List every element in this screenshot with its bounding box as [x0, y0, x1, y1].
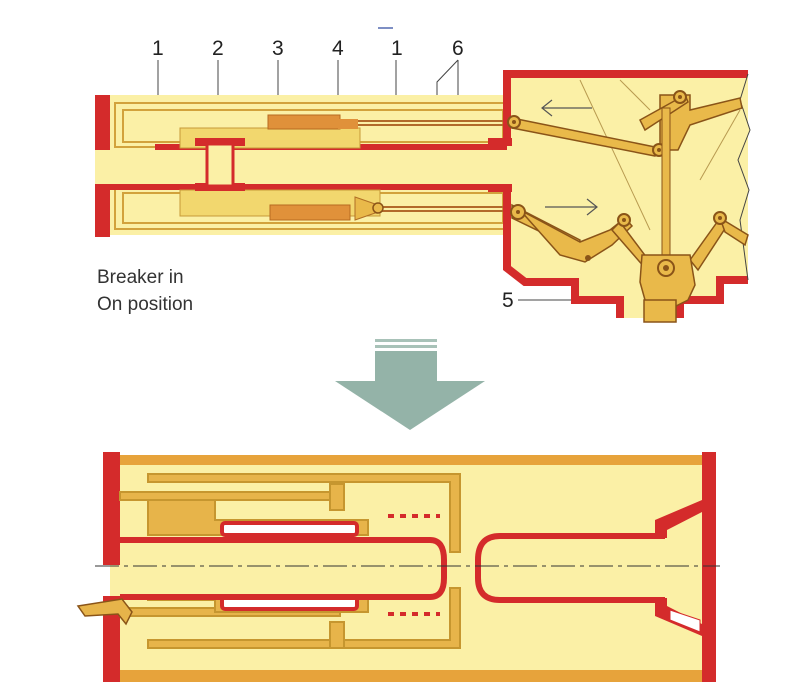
- interrupter-cross-section: [76, 452, 720, 682]
- moving-contact: [195, 138, 245, 191]
- part-number-5: 5: [502, 289, 514, 312]
- caption-line-2: On position: [97, 294, 193, 315]
- part-number-1: 1: [152, 37, 164, 60]
- left-arrow-icon: [541, 99, 592, 117]
- contact-4: [338, 119, 358, 129]
- part-number-1-second: 1: [391, 37, 403, 60]
- contact-3: [267, 114, 341, 130]
- right-arrow-icon: [545, 198, 598, 216]
- part-number-3: 3: [272, 37, 284, 60]
- part-number-4: 4: [332, 37, 344, 60]
- operating-mechanism: [488, 70, 751, 323]
- part-number-6: 6: [452, 37, 464, 60]
- breaker-on-position-diagram: 1 2 3 4 1 6 5: [95, 27, 751, 323]
- part-number-2: 2: [212, 37, 224, 60]
- down-arrow-icon: [335, 339, 485, 430]
- contact-lower: [269, 204, 351, 221]
- caption-line-1: Breaker in: [97, 267, 184, 288]
